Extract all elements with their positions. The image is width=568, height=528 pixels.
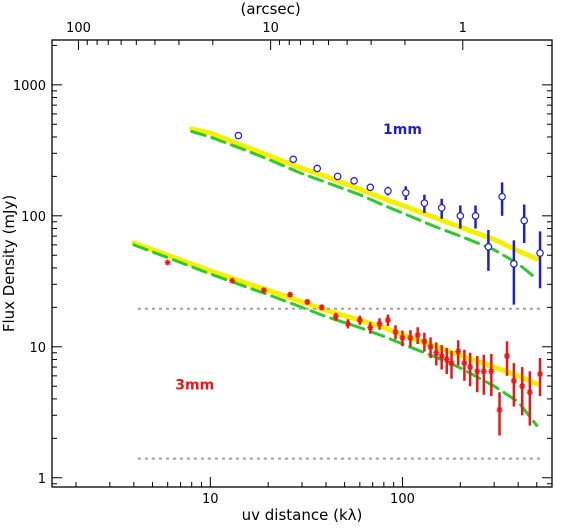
data-point-3mm [433, 349, 440, 356]
data-point-3mm [510, 377, 517, 384]
series-annotation: 3mm [175, 378, 214, 394]
data-point-1mm [498, 192, 506, 201]
data-point-3mm [407, 334, 414, 341]
data-point-3mm [461, 360, 468, 367]
data-point-1mm [420, 199, 429, 207]
data-point-3mm [537, 370, 544, 377]
data-point-3mm [414, 332, 421, 339]
axis-ticks [52, 40, 553, 487]
x-tick-label: 10 [202, 492, 219, 507]
data-point-1mm [234, 131, 243, 140]
data-point-3mm [488, 368, 495, 375]
data-point-3mm [229, 277, 236, 284]
data-point-3mm [356, 317, 363, 324]
data-point-1mm [366, 183, 375, 192]
data-point-3mm [384, 317, 391, 324]
data-point-1mm [384, 187, 392, 195]
data-point-3mm [474, 368, 481, 375]
model-curve-1 [190, 130, 539, 281]
series-annotation: 1mm [383, 122, 422, 138]
data-point-3mm [455, 348, 462, 355]
data-point-3mm [504, 353, 511, 360]
data-point-3mm [392, 328, 399, 335]
top-tick-label: 1 [459, 21, 467, 36]
data-point-3mm [399, 334, 406, 341]
data-point-3mm [480, 368, 487, 375]
data-point-1mm [520, 216, 528, 225]
data-point-3mm [260, 287, 267, 294]
data-point-1mm [333, 172, 342, 181]
data-point-3mm [367, 324, 374, 331]
data-point-1mm [456, 212, 465, 220]
tick-labels: 10 100 100 10 1 1 10 100 1000 [13, 21, 467, 507]
y-tick-label: 100 [21, 210, 46, 225]
data-point-3mm [164, 259, 171, 266]
data-point-1mm [536, 249, 544, 257]
data-point-3mm [344, 320, 351, 327]
data-point-3mm [496, 406, 503, 413]
y-tick-label: 1000 [13, 79, 46, 94]
data-point-3mm [427, 343, 434, 350]
y-axis-title: Flux Density (mJy) [0, 195, 18, 332]
data-point-3mm [332, 313, 339, 320]
data-point-3mm [443, 356, 450, 363]
data-point-3mm [438, 353, 445, 360]
data-point-1mm [471, 212, 480, 220]
data-point-3mm [376, 320, 383, 327]
data-point-1mm [437, 204, 446, 212]
data-point-1mm [289, 155, 298, 164]
x-axis-title: uv distance (kλ) [242, 506, 363, 524]
annotations: 1mm 3mm [175, 122, 422, 394]
top-tick-label: 10 [262, 21, 279, 36]
y-tick-label: 1 [38, 472, 46, 487]
data-point-3mm [526, 389, 533, 396]
data-point-1mm [350, 177, 358, 185]
data-point-1mm [484, 243, 493, 251]
data-point-1mm [510, 260, 518, 268]
x-tick-label: 100 [390, 492, 415, 507]
top-tick-label: 100 [66, 21, 91, 36]
data-point-3mm [287, 291, 294, 298]
model-curve-3 [132, 243, 539, 428]
data-point-3mm [304, 298, 311, 305]
data-points [164, 131, 544, 436]
top-axis-title: (arcsec) [240, 0, 300, 18]
data-point-3mm [519, 383, 526, 390]
data-point-3mm [448, 360, 455, 367]
plot-frame [51, 39, 553, 488]
data-point-3mm [318, 304, 325, 311]
data-point-3mm [467, 364, 474, 371]
data-point-1mm [313, 164, 322, 173]
y-tick-label: 10 [29, 341, 46, 356]
data-point-3mm [421, 338, 428, 345]
data-point-1mm [401, 188, 410, 197]
